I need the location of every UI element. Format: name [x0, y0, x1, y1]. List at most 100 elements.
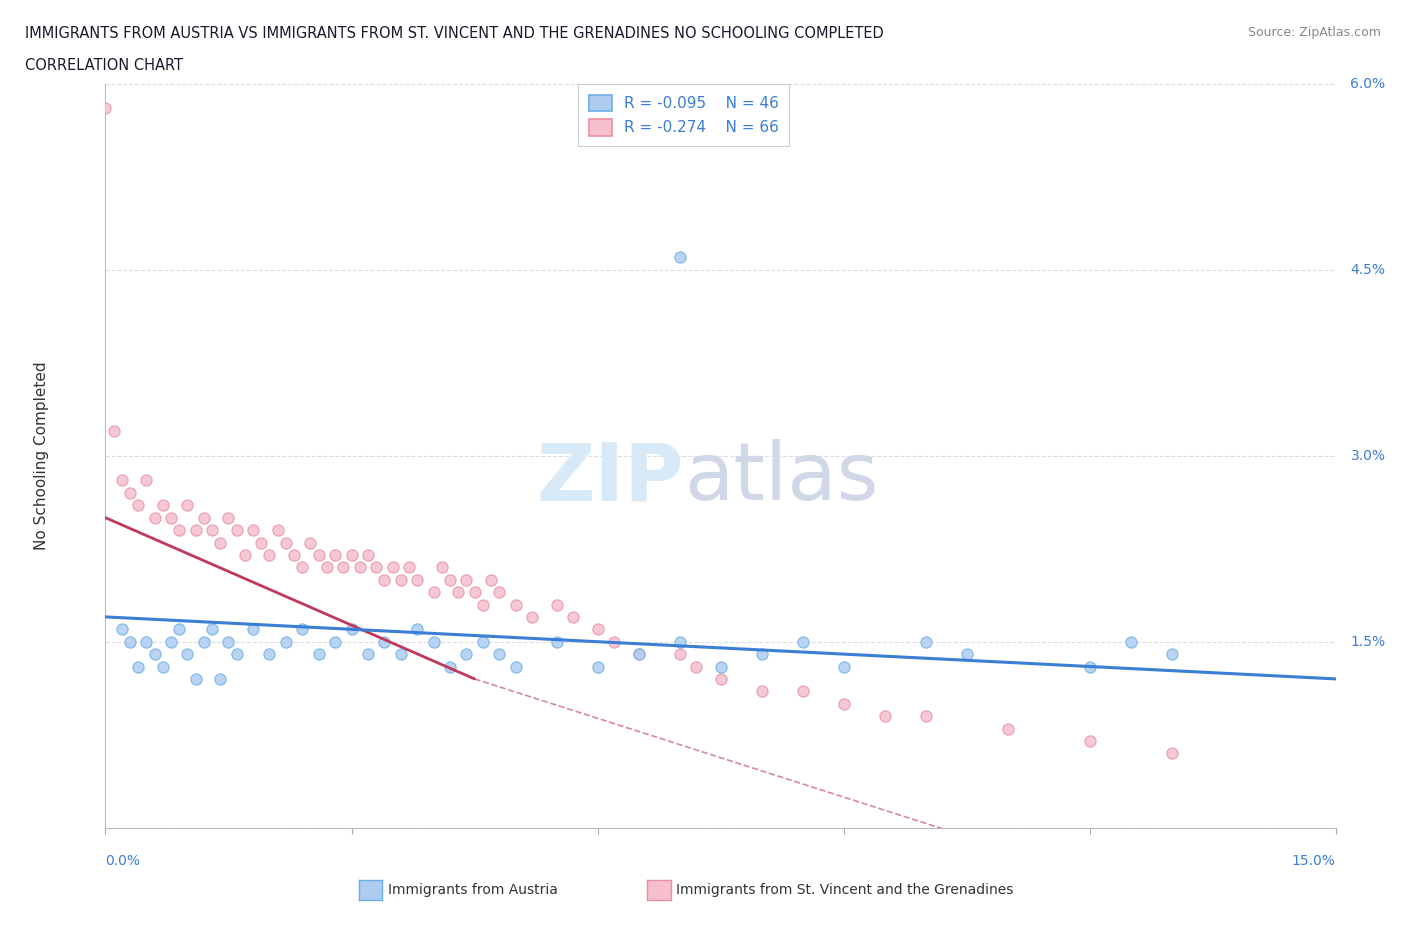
Point [456, 646, 478, 661]
Point [176, 498, 198, 512]
Point [340, 622, 363, 637]
Point [111, 473, 134, 488]
Text: Immigrants from St. Vincent and the Grenadines: Immigrants from St. Vincent and the Gren… [676, 883, 1014, 897]
Text: 3.0%: 3.0% [1350, 448, 1385, 463]
Point [505, 597, 527, 612]
Point [873, 709, 896, 724]
Point [225, 523, 247, 538]
Point [389, 572, 412, 587]
Point [143, 511, 166, 525]
Point [323, 634, 346, 649]
Point [143, 646, 166, 661]
Point [456, 572, 478, 587]
Point [209, 535, 232, 550]
Legend: R = -0.095    N = 46, R = -0.274    N = 66: R = -0.095 N = 46, R = -0.274 N = 66 [578, 84, 789, 146]
Text: 15.0%: 15.0% [1292, 854, 1336, 868]
Text: Immigrants from Austria: Immigrants from Austria [388, 883, 558, 897]
Point [422, 585, 444, 600]
Point [135, 473, 157, 488]
Point [160, 634, 183, 649]
Point [160, 511, 183, 525]
Point [422, 634, 444, 649]
Point [176, 646, 198, 661]
Point [439, 659, 461, 674]
Point [218, 634, 240, 649]
Point [406, 622, 429, 637]
Point [308, 548, 330, 563]
Point [668, 634, 690, 649]
Point [201, 523, 224, 538]
Point [398, 560, 420, 575]
Point [267, 523, 290, 538]
Point [430, 560, 453, 575]
Point [668, 250, 690, 265]
Point [586, 622, 609, 637]
Point [103, 423, 125, 438]
Point [218, 511, 240, 525]
Point [242, 523, 264, 538]
Point [832, 697, 855, 711]
Point [259, 646, 281, 661]
Point [152, 498, 174, 512]
Point [193, 634, 215, 649]
Point [447, 585, 470, 600]
Point [233, 548, 256, 563]
Point [956, 646, 979, 661]
Point [291, 622, 314, 637]
Point [135, 634, 157, 649]
Point [389, 646, 412, 661]
Point [832, 659, 855, 674]
Point [1119, 634, 1142, 649]
Point [505, 659, 527, 674]
Point [668, 646, 690, 661]
Point [488, 646, 510, 661]
Point [323, 548, 346, 563]
Point [332, 560, 354, 575]
Point [127, 498, 149, 512]
Point [471, 597, 494, 612]
Point [710, 659, 733, 674]
Text: 6.0%: 6.0% [1350, 76, 1385, 91]
Point [349, 560, 371, 575]
Point [366, 560, 388, 575]
Point [603, 634, 626, 649]
Point [120, 634, 141, 649]
Point [299, 535, 322, 550]
Text: 1.5%: 1.5% [1350, 634, 1385, 649]
Point [250, 535, 273, 550]
Point [546, 597, 568, 612]
Text: IMMIGRANTS FROM AUSTRIA VS IMMIGRANTS FROM ST. VINCENT AND THE GRENADINES NO SCH: IMMIGRANTS FROM AUSTRIA VS IMMIGRANTS FR… [25, 26, 884, 41]
Point [283, 548, 305, 563]
Point [120, 485, 141, 500]
Text: CORRELATION CHART: CORRELATION CHART [25, 58, 183, 73]
Point [520, 609, 543, 624]
Point [169, 622, 191, 637]
Point [274, 535, 297, 550]
Point [627, 646, 650, 661]
Point [914, 709, 936, 724]
Text: 4.5%: 4.5% [1350, 262, 1385, 277]
Point [751, 684, 773, 698]
Point [488, 585, 510, 600]
Point [627, 646, 650, 661]
Point [562, 609, 585, 624]
Text: ZIP: ZIP [537, 439, 683, 517]
Point [471, 634, 494, 649]
Point [291, 560, 314, 575]
Point [184, 671, 207, 686]
Point [439, 572, 461, 587]
Point [94, 101, 117, 116]
Point [316, 560, 339, 575]
Point [1078, 734, 1101, 749]
Point [184, 523, 207, 538]
Point [225, 646, 247, 661]
Point [406, 572, 429, 587]
Point [308, 646, 330, 661]
Point [479, 572, 502, 587]
Point [201, 622, 224, 637]
Point [546, 634, 568, 649]
Point [710, 671, 733, 686]
Point [792, 684, 814, 698]
Text: Source: ZipAtlas.com: Source: ZipAtlas.com [1247, 26, 1381, 39]
Point [792, 634, 814, 649]
